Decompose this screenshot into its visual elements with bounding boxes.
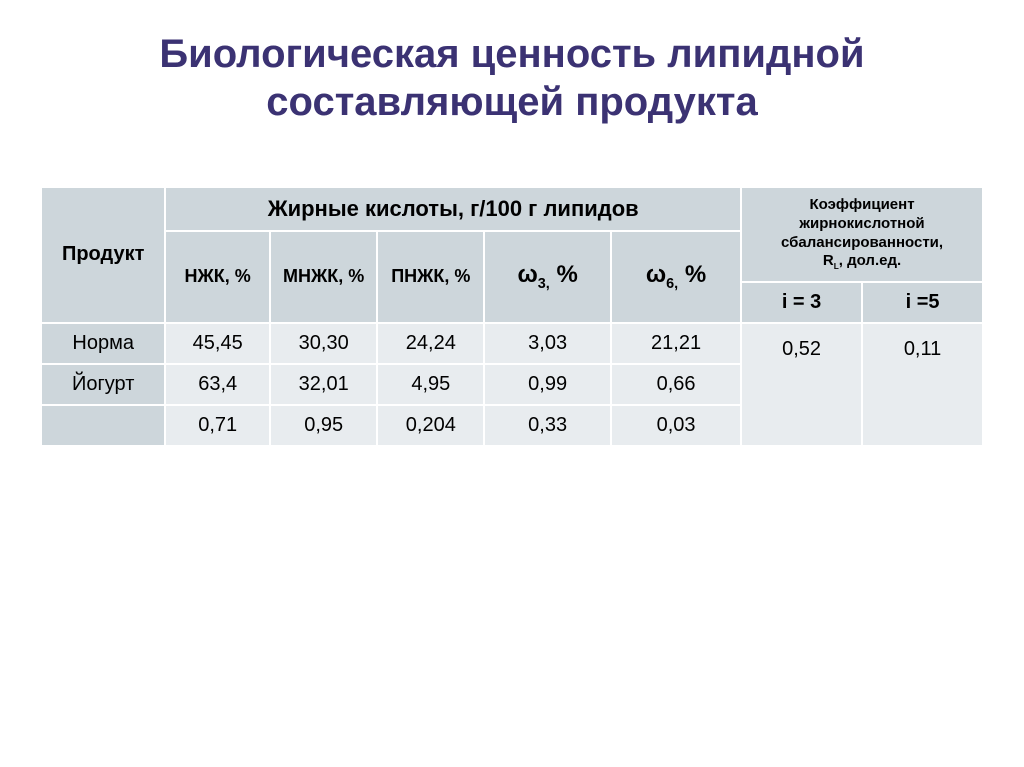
cell-pnzhk: 0,204 (377, 405, 484, 446)
col-coefficient: Коэффициент жирнокислотной сбалансирован… (741, 187, 983, 282)
cell-pnzhk: 4,95 (377, 364, 484, 405)
col-i3: i = 3 (741, 282, 862, 323)
cell-w3: 0,99 (484, 364, 611, 405)
cell-product: Йогурт (41, 364, 165, 405)
col-omega6: ω6, % (611, 231, 741, 323)
omega6-sub: 6, (666, 276, 678, 292)
cell-w6: 0,66 (611, 364, 741, 405)
omega6-pct: % (678, 261, 706, 288)
cell-w6: 21,21 (611, 323, 741, 364)
col-product: Продукт (41, 187, 165, 323)
cell-nzhk: 63,4 (165, 364, 270, 405)
omega3-pct: % (550, 261, 578, 288)
cell-w6: 0,03 (611, 405, 741, 446)
cell-nzhk: 0,71 (165, 405, 270, 446)
omega3-sym: ω (517, 261, 537, 288)
cell-product: Норма (41, 323, 165, 364)
cell-coef-i5: 0,11 (862, 323, 983, 446)
col-pnzhk: ПНЖК, % (377, 231, 484, 323)
omega6-sym: ω (646, 261, 666, 288)
cell-w3: 0,33 (484, 405, 611, 446)
col-omega3: ω3, % (484, 231, 611, 323)
col-i5: i =5 (862, 282, 983, 323)
cell-pnzhk: 24,24 (377, 323, 484, 364)
cell-product (41, 405, 165, 446)
cell-nzhk: 45,45 (165, 323, 270, 364)
cell-w3: 3,03 (484, 323, 611, 364)
col-mnzhk: МНЖК, % (270, 231, 377, 323)
cell-mnzhk: 30,30 (270, 323, 377, 364)
cell-coef-i3: 0,52 (741, 323, 862, 446)
table-row: Норма 45,45 30,30 24,24 3,03 21,21 0,52 … (41, 323, 983, 364)
coef-line2: жирнокислотной (799, 215, 924, 232)
coef-unit: , дол.ед. (839, 252, 901, 269)
slide-title: Биологическая ценность липидной составля… (62, 30, 962, 126)
slide: Биологическая ценность липидной составля… (0, 0, 1024, 767)
coef-r: R (823, 252, 834, 269)
coef-line1: Коэффициент (809, 196, 914, 213)
cell-mnzhk: 0,95 (270, 405, 377, 446)
coef-line3: сбалансированности, (781, 234, 943, 251)
col-nzhk: НЖК, % (165, 231, 270, 323)
omega3-sub: 3, (538, 276, 550, 292)
cell-mnzhk: 32,01 (270, 364, 377, 405)
col-fatty-acids-group: Жирные кислоты, г/100 г липидов (165, 187, 741, 231)
header-row-1: Продукт Жирные кислоты, г/100 г липидов … (41, 187, 983, 231)
lipid-table: Продукт Жирные кислоты, г/100 г липидов … (40, 186, 984, 447)
